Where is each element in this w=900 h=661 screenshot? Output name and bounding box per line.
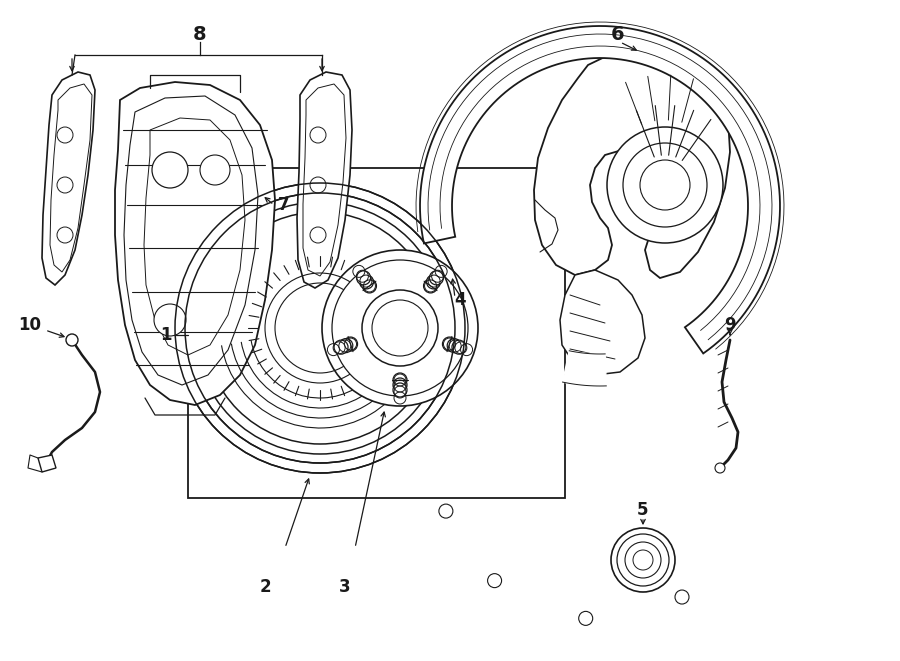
- Circle shape: [204, 212, 436, 444]
- Text: 6: 6: [611, 26, 625, 44]
- Circle shape: [359, 275, 374, 289]
- Circle shape: [200, 155, 230, 185]
- Polygon shape: [560, 270, 645, 375]
- Polygon shape: [420, 26, 780, 354]
- Polygon shape: [562, 351, 607, 386]
- Circle shape: [322, 250, 478, 406]
- Bar: [188, 168, 565, 498]
- Circle shape: [447, 338, 461, 352]
- Polygon shape: [38, 455, 56, 472]
- Circle shape: [152, 152, 188, 188]
- Circle shape: [625, 542, 661, 578]
- Circle shape: [488, 574, 501, 588]
- Text: 2: 2: [259, 578, 271, 596]
- Circle shape: [372, 300, 428, 356]
- Circle shape: [363, 279, 376, 293]
- Circle shape: [194, 202, 446, 454]
- Polygon shape: [297, 72, 352, 288]
- Circle shape: [338, 338, 353, 352]
- Circle shape: [439, 504, 453, 518]
- Circle shape: [579, 611, 593, 625]
- Text: 3: 3: [339, 578, 351, 596]
- Circle shape: [66, 334, 78, 346]
- Circle shape: [393, 378, 407, 392]
- Circle shape: [617, 534, 669, 586]
- Polygon shape: [534, 48, 730, 278]
- Circle shape: [427, 275, 440, 289]
- Circle shape: [393, 373, 407, 387]
- Circle shape: [675, 590, 689, 604]
- Circle shape: [429, 271, 444, 285]
- Circle shape: [185, 193, 455, 463]
- Circle shape: [623, 143, 707, 227]
- Circle shape: [715, 463, 725, 473]
- Text: 5: 5: [637, 501, 649, 519]
- Circle shape: [175, 183, 465, 473]
- Circle shape: [154, 304, 186, 336]
- Polygon shape: [115, 82, 275, 405]
- Text: 10: 10: [19, 316, 41, 334]
- Circle shape: [611, 528, 675, 592]
- Circle shape: [356, 271, 371, 285]
- Circle shape: [607, 127, 723, 243]
- Text: 4: 4: [454, 291, 466, 309]
- Circle shape: [393, 383, 407, 397]
- Circle shape: [334, 340, 348, 354]
- Circle shape: [452, 340, 466, 354]
- Circle shape: [332, 260, 468, 396]
- Text: 9: 9: [724, 316, 736, 334]
- Circle shape: [424, 279, 437, 293]
- Circle shape: [362, 290, 438, 366]
- Circle shape: [344, 337, 357, 351]
- Text: 1: 1: [160, 326, 172, 344]
- Polygon shape: [42, 72, 95, 285]
- Circle shape: [443, 337, 456, 351]
- Text: 7: 7: [278, 196, 290, 214]
- Text: 8: 8: [194, 26, 207, 44]
- Circle shape: [633, 550, 653, 570]
